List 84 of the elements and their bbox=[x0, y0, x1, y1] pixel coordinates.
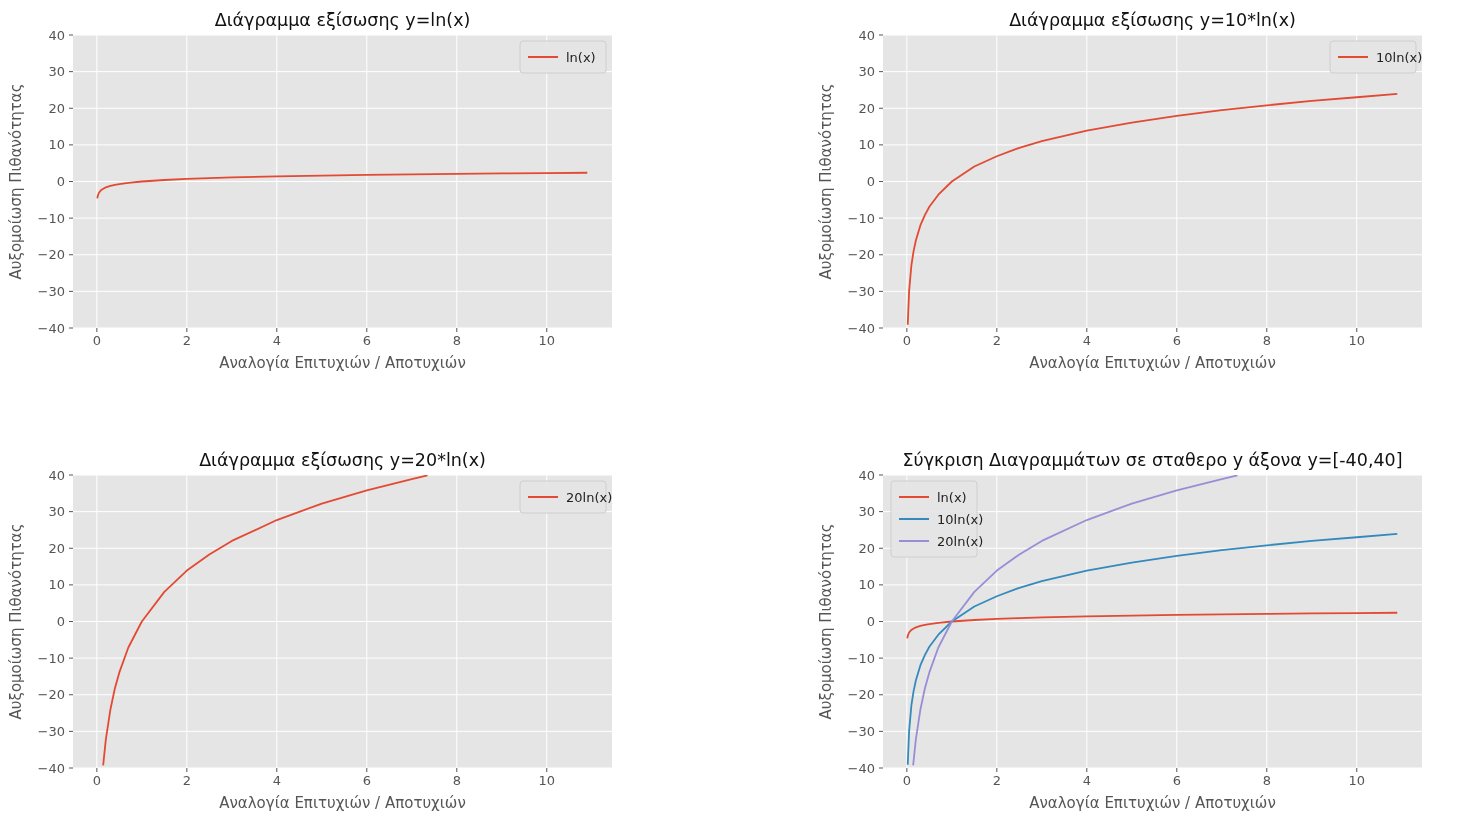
legend-label: 20ln(x) bbox=[566, 489, 613, 505]
x-tick-label: 4 bbox=[1082, 773, 1091, 788]
y-tick-label: 20 bbox=[48, 100, 65, 116]
x-tick-label: 6 bbox=[1172, 773, 1181, 788]
y-tick-label: −20 bbox=[847, 687, 875, 703]
line-series bbox=[906, 611, 1399, 640]
chart-title: Διάγραμμα εξίσωσης y=20*ln(x) bbox=[199, 450, 486, 470]
y-axis-title: Αυξομοίωση Πιθανότητας bbox=[7, 523, 25, 720]
x-tick-label: 0 bbox=[92, 333, 101, 348]
y-tick-label: 20 bbox=[48, 540, 65, 556]
y-tick-label: 0 bbox=[56, 174, 65, 190]
x-tick-label: 2 bbox=[182, 333, 191, 348]
y-tick-label: 20 bbox=[858, 100, 875, 116]
legend-label: 10ln(x) bbox=[937, 511, 984, 527]
y-tick-label: −20 bbox=[37, 247, 65, 263]
y-axis-title: Αυξομοίωση Πιθανότητας bbox=[817, 523, 835, 720]
y-tick-label: 40 bbox=[48, 467, 65, 483]
y-tick-label: −30 bbox=[847, 283, 875, 299]
x-tick-label: 4 bbox=[272, 333, 281, 348]
x-tick-label: 10 bbox=[1348, 333, 1366, 348]
y-tick-label: 0 bbox=[866, 614, 875, 630]
x-tick-label: 10 bbox=[538, 773, 556, 788]
y-tick-label: 10 bbox=[858, 577, 875, 593]
y-tick-label: −30 bbox=[37, 723, 65, 739]
y-tick-label: 0 bbox=[56, 614, 65, 630]
x-tick-label: 2 bbox=[182, 773, 191, 788]
y-tick-label: 20 bbox=[858, 540, 875, 556]
legend-label: ln(x) bbox=[566, 49, 596, 65]
y-tick-label: −10 bbox=[847, 210, 875, 226]
x-axis-title: Αναλογία Επιτυχιών / Αποτυχιών bbox=[219, 354, 466, 372]
legend-label: 10ln(x) bbox=[1376, 49, 1423, 65]
y-tick-label: 40 bbox=[48, 27, 65, 43]
x-tick-label: 0 bbox=[902, 333, 911, 348]
x-tick-label: 2 bbox=[992, 333, 1001, 348]
y-tick-label: −40 bbox=[37, 320, 65, 336]
y-tick-label: 40 bbox=[858, 27, 875, 43]
x-tick-label: 6 bbox=[362, 773, 371, 788]
x-axis-title: Αναλογία Επιτυχιών / Αποτυχιών bbox=[219, 794, 466, 812]
y-tick-label: −40 bbox=[37, 760, 65, 776]
line-series bbox=[906, 533, 1399, 766]
y-axis-title: Αυξομοίωση Πιθανότητας bbox=[7, 83, 25, 280]
x-tick-label: 0 bbox=[902, 773, 911, 788]
y-tick-label: 0 bbox=[866, 174, 875, 190]
y-tick-label: −40 bbox=[847, 320, 875, 336]
y-tick-label: 30 bbox=[48, 504, 65, 520]
x-axis-title: Αναλογία Επιτυχιών / Αποτυχιών bbox=[1029, 794, 1276, 812]
y-tick-label: 10 bbox=[858, 137, 875, 153]
x-tick-label: 8 bbox=[1262, 333, 1271, 348]
chart-title: Σύγκριση Διαγραμμάτων σε σταθερο y άξονα y=[-40,40] bbox=[902, 450, 1403, 470]
y-tick-label: −40 bbox=[847, 760, 875, 776]
x-tick-label: 8 bbox=[1262, 773, 1271, 788]
y-tick-label: 10 bbox=[48, 577, 65, 593]
chart-title: Διάγραμμα εξίσωσης y=ln(x) bbox=[214, 10, 471, 30]
y-tick-label: −10 bbox=[847, 650, 875, 666]
x-tick-label: 10 bbox=[1348, 773, 1366, 788]
y-tick-label: −20 bbox=[37, 687, 65, 703]
line-series bbox=[96, 171, 589, 200]
x-tick-label: 6 bbox=[362, 333, 371, 348]
x-tick-label: 6 bbox=[1172, 333, 1181, 348]
x-tick-label: 4 bbox=[1082, 333, 1091, 348]
y-tick-label: −30 bbox=[37, 283, 65, 299]
line-series bbox=[102, 475, 429, 767]
y-axis-title: Αυξομοίωση Πιθανότητας bbox=[817, 83, 835, 280]
legend-label: 20ln(x) bbox=[937, 533, 984, 549]
y-tick-label: 30 bbox=[48, 64, 65, 80]
y-tick-label: −20 bbox=[847, 247, 875, 263]
legend-label: ln(x) bbox=[937, 489, 967, 505]
y-tick-label: −10 bbox=[37, 650, 65, 666]
y-tick-label: 40 bbox=[858, 467, 875, 483]
line-series bbox=[906, 93, 1399, 326]
y-tick-label: −30 bbox=[847, 723, 875, 739]
y-tick-label: 30 bbox=[858, 504, 875, 520]
x-tick-label: 10 bbox=[538, 333, 556, 348]
y-tick-label: −10 bbox=[37, 210, 65, 226]
x-tick-label: 8 bbox=[452, 333, 461, 348]
x-axis-title: Αναλογία Επιτυχιών / Αποτυχιών bbox=[1029, 354, 1276, 372]
x-tick-label: 8 bbox=[452, 773, 461, 788]
line-series bbox=[912, 475, 1239, 767]
x-tick-label: 4 bbox=[272, 773, 281, 788]
y-tick-label: 30 bbox=[858, 64, 875, 80]
x-tick-label: 2 bbox=[992, 773, 1001, 788]
chart-title: Διάγραμμα εξίσωσης y=10*ln(x) bbox=[1009, 10, 1296, 30]
y-tick-label: 10 bbox=[48, 137, 65, 153]
x-tick-label: 0 bbox=[92, 773, 101, 788]
